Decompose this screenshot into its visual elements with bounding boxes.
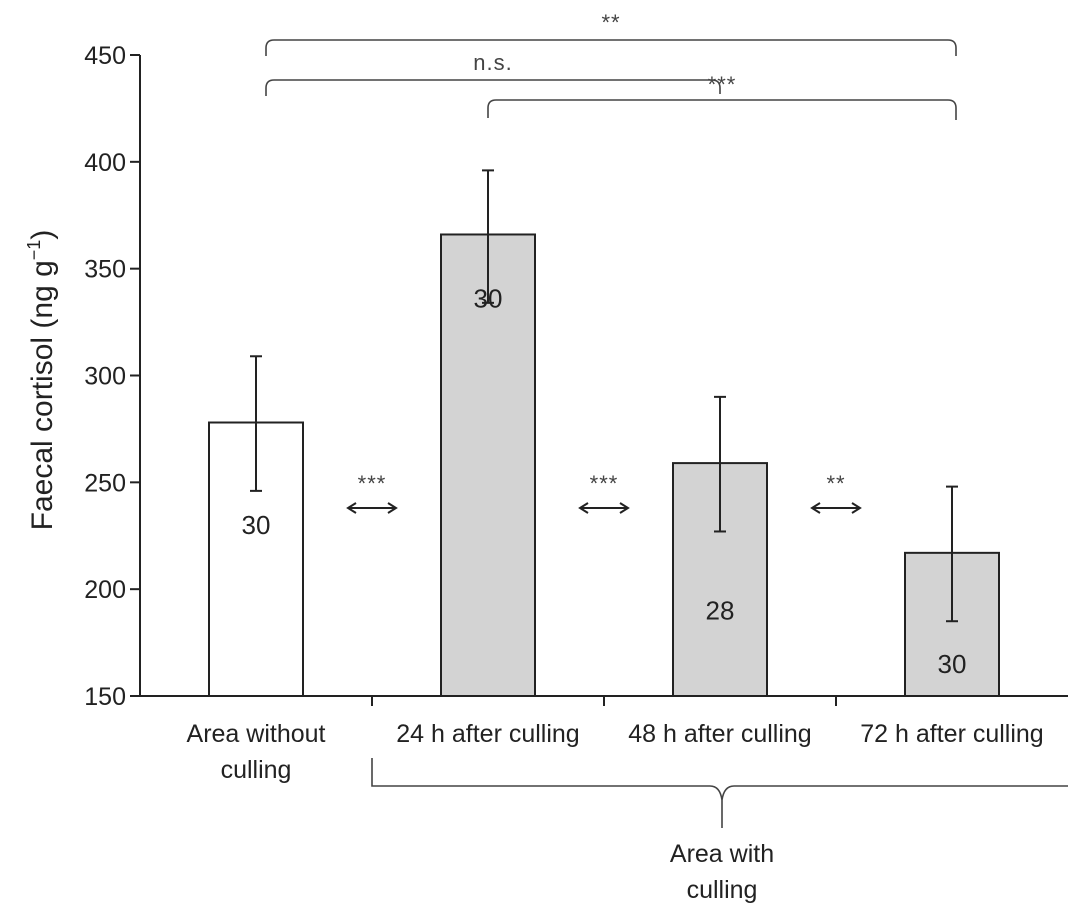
comparison-arrow-head-left <box>810 502 821 514</box>
group-label: Area with <box>670 840 774 868</box>
group-brace <box>371 758 1068 828</box>
comparison-arrow-head-right <box>851 502 862 514</box>
x-category-label: culling <box>221 756 292 784</box>
comparison-arrow-head-left <box>578 502 589 514</box>
comparison-arrow-head-left <box>346 502 357 514</box>
comparison-significance-label: ** <box>826 471 845 496</box>
y-tick-label: 200 <box>84 576 126 604</box>
comparison-significance-label: *** <box>590 471 619 496</box>
y-axis-label: Faecal cortisol (ng g−1) <box>24 230 59 531</box>
x-category-label: Area without <box>187 720 326 748</box>
comparison-arrow-head-right <box>619 502 630 514</box>
x-category-label: 48 h after culling <box>628 720 811 748</box>
x-category-label: 72 h after culling <box>860 720 1043 748</box>
y-axis-label-close: ) <box>26 230 59 240</box>
bar <box>440 233 536 697</box>
y-axis-label-superscript: −1 <box>24 240 44 261</box>
x-category-label: 24 h after culling <box>396 720 579 748</box>
y-tick-label: 450 <box>84 42 126 70</box>
sample-size-label: 30 <box>242 510 271 540</box>
sample-size-label: 28 <box>706 596 735 626</box>
significance-bracket <box>265 39 957 56</box>
y-tick-label: 350 <box>84 256 126 284</box>
y-tick-label: 400 <box>84 149 126 177</box>
comparison-arrow-head-right <box>387 502 398 514</box>
group-label: culling <box>687 876 758 904</box>
sample-size-label: 30 <box>474 284 503 314</box>
y-tick-label: 250 <box>84 469 126 497</box>
bracket-significance-label: ** <box>601 10 620 35</box>
sample-size-label: 30 <box>938 649 967 679</box>
significance-bracket <box>265 79 721 96</box>
comparison-significance-label: *** <box>358 471 387 496</box>
y-tick-label: 300 <box>84 363 126 391</box>
plot-area: 150 200 250 300 350 400 450 30 30 28 30 Area withou… <box>84 10 1068 904</box>
y-tick-label: 150 <box>84 683 126 711</box>
bracket-significance-label: *** <box>708 72 737 97</box>
significance-bracket <box>487 99 957 120</box>
bracket-significance-label: n.s. <box>473 50 512 75</box>
